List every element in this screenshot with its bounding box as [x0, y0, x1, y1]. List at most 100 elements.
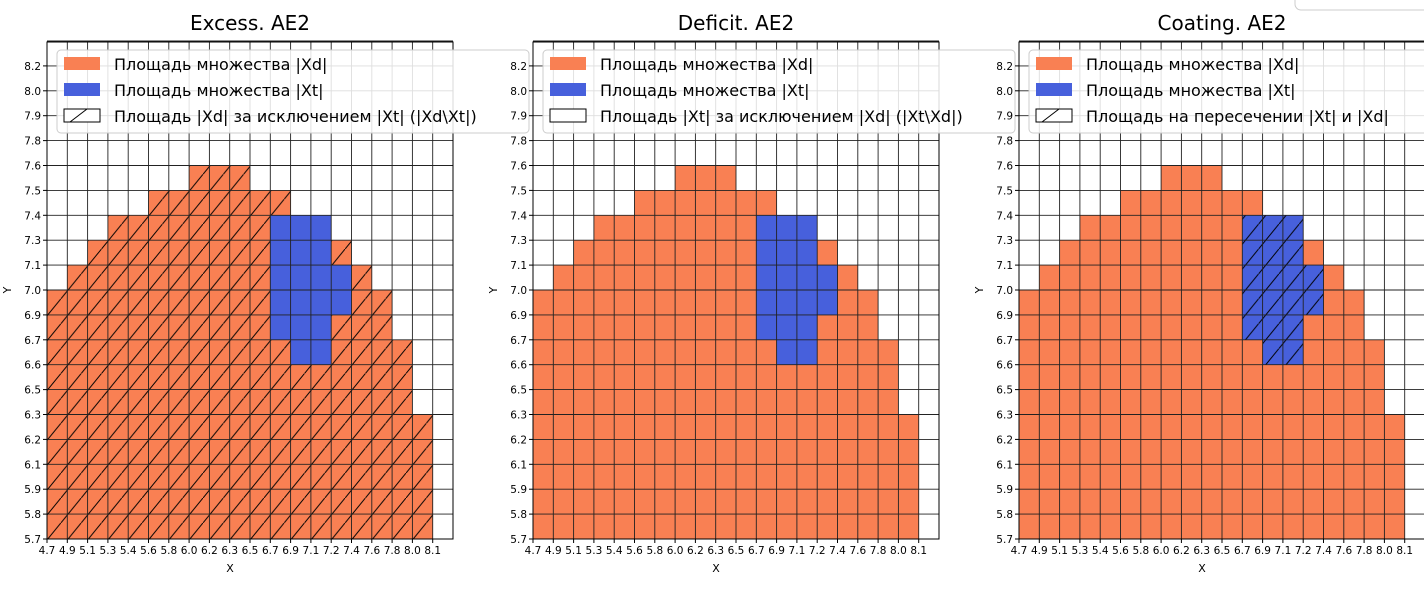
hatch-cell: [209, 265, 230, 290]
xd-cell: [695, 514, 716, 539]
xt-cell: [756, 265, 777, 290]
xd-cell: [1222, 290, 1243, 315]
xd-cell: [634, 389, 655, 415]
xd-cell: [1364, 364, 1385, 390]
xd-cell: [1039, 489, 1060, 515]
xd-cell: [553, 290, 574, 315]
y-tick-label: 7.5: [510, 185, 527, 197]
xd-cell: [573, 265, 594, 290]
subplot-3: 4.7 4.9 5.1 5.3 5.4 5.6 5.8 6.0 6.2 6.3 6.5 6.7 6.9 7…: [973, 11, 1424, 575]
hatch-cell: [189, 464, 210, 490]
hatch-cell: [47, 464, 68, 490]
legend-swatch: [550, 57, 586, 70]
hatch-cell: [107, 414, 129, 440]
xd-cell: [1303, 489, 1324, 515]
xd-cell: [1120, 215, 1141, 241]
hatch-cell: [87, 464, 108, 490]
xd-cell: [1181, 215, 1202, 241]
xd-cell: [593, 290, 615, 315]
toolbar-fragment[interactable]: [1294, 0, 1424, 11]
xd-cell: [614, 290, 635, 315]
xd-cell: [756, 364, 777, 390]
xd-cell: [573, 240, 594, 266]
xd-cell: [1384, 439, 1405, 465]
x-tick-label: 8.1: [910, 545, 927, 557]
xt-cell: [796, 240, 818, 266]
hatch-cell: [270, 339, 291, 365]
xd-cell: [1323, 364, 1344, 390]
xt-cell: [270, 240, 291, 266]
hatch-cell: [1282, 215, 1304, 241]
xd-cell: [857, 439, 879, 465]
xd-cell: [654, 215, 676, 241]
hatch-cell: [1262, 240, 1283, 266]
legend-swatch: [1035, 108, 1073, 123]
x-tick-label: 5.8: [1132, 545, 1149, 557]
xd-cell: [736, 290, 757, 315]
y-tick-label: 5.8: [996, 509, 1013, 521]
xd-cell: [1384, 414, 1405, 440]
xd-cell: [715, 240, 736, 266]
xd-cell: [1100, 514, 1121, 539]
xd-cell: [1120, 389, 1141, 415]
xd-cell: [1181, 364, 1202, 390]
xd-cell: [837, 290, 858, 315]
xd-cell: [675, 290, 696, 315]
xd-cell: [817, 364, 838, 390]
x-tick-label: 6.3: [1193, 545, 1210, 557]
xd-cell: [1303, 314, 1324, 340]
xd-cell: [1100, 364, 1121, 390]
xd-cell: [1201, 514, 1222, 539]
chart-title: Coating. AE2: [1158, 11, 1287, 35]
xd-cell: [1039, 339, 1060, 365]
xd-cell: [1384, 514, 1405, 539]
xd-cell: [593, 389, 615, 415]
hatch-cell: [189, 389, 210, 415]
hatch-cell: [67, 514, 88, 539]
xd-cell: [1181, 165, 1202, 191]
xd-cell: [553, 389, 574, 415]
xd-cell: [1303, 389, 1324, 415]
xd-cell: [1140, 389, 1162, 415]
hatch-cell: [1242, 240, 1263, 266]
hatch-cell: [107, 514, 129, 539]
hatch-cell: [290, 439, 311, 465]
xd-cell: [1140, 290, 1162, 315]
xd-cell: [1343, 514, 1365, 539]
xd-cell: [1323, 339, 1344, 365]
xd-cell: [715, 414, 736, 440]
xd-cell: [715, 265, 736, 290]
xd-cell: [817, 489, 838, 515]
hatch-cell: [107, 339, 129, 365]
x-tick-label: 6.2: [687, 545, 704, 557]
hatch-cell: [310, 489, 332, 515]
xd-cell: [1201, 265, 1222, 290]
hatch-cell: [229, 240, 250, 266]
hatch-cell: [392, 464, 413, 490]
xd-cell: [1303, 514, 1324, 539]
hatch-cell: [250, 514, 271, 539]
xd-cell: [1140, 439, 1162, 465]
xd-cell: [1222, 464, 1243, 490]
xd-cell: [1201, 215, 1222, 241]
hatch-cell: [412, 489, 433, 515]
hatch-cell: [67, 414, 88, 440]
hatch-cell: [392, 414, 413, 440]
xd-cell: [1059, 339, 1080, 365]
xd-cell: [715, 290, 736, 315]
xd-cell: [1140, 339, 1162, 365]
xd-cell: [1323, 489, 1344, 515]
xt-cell: [776, 215, 797, 241]
hatch-cell: [351, 414, 372, 440]
xd-cell: [756, 514, 777, 539]
xt-cell: [776, 339, 797, 365]
xd-cell: [553, 265, 574, 290]
x-tick-label: 7.8: [1356, 545, 1373, 557]
hatch-cell: [148, 514, 169, 539]
xd-cell: [1222, 265, 1243, 290]
y-tick-label: 6.6: [996, 360, 1013, 372]
y-tick-label: 7.9: [510, 111, 527, 123]
xd-cell: [1242, 514, 1263, 539]
hatch-cell: [209, 290, 230, 315]
xd-cell: [776, 489, 797, 515]
